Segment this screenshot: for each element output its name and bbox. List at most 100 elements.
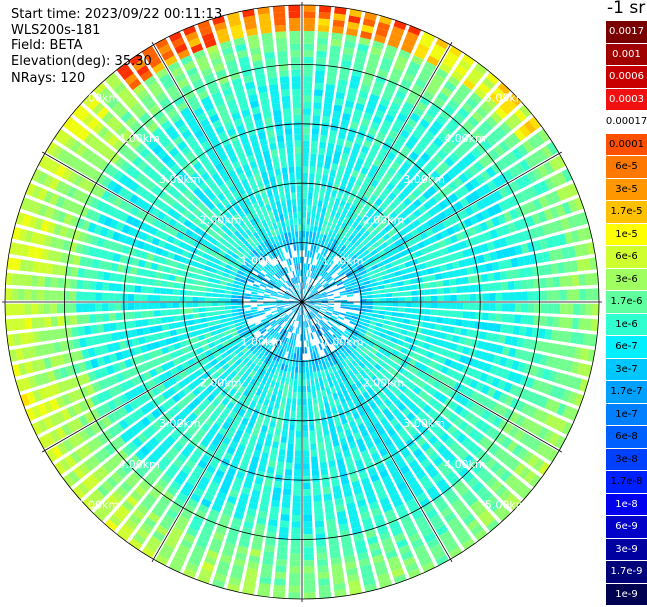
range-gate-cell bbox=[358, 187, 366, 196]
range-gate-cell bbox=[225, 286, 233, 291]
range-gate-cell bbox=[179, 173, 189, 183]
range-gate-cell bbox=[359, 377, 367, 386]
range-gate-cell bbox=[312, 199, 318, 207]
range-gate-cell bbox=[213, 407, 222, 417]
range-gate-cell bbox=[222, 233, 230, 241]
range-gate-cell bbox=[439, 109, 452, 121]
range-gate-cell bbox=[270, 380, 276, 388]
range-gate-cell bbox=[342, 173, 350, 182]
range-gate-cell bbox=[199, 257, 208, 265]
range-gate-cell bbox=[125, 379, 135, 389]
range-gate-cell bbox=[353, 432, 362, 441]
range-gate-cell bbox=[243, 296, 251, 299]
range-gate-cell bbox=[532, 408, 544, 421]
range-gate-cell bbox=[328, 260, 335, 267]
range-gate-cell bbox=[210, 238, 219, 246]
range-gate-cell bbox=[152, 218, 162, 228]
range-gate-cell bbox=[289, 559, 301, 567]
range-gate-cell bbox=[410, 314, 418, 320]
range-gate-cell bbox=[174, 275, 182, 283]
range-gate-cell bbox=[411, 54, 424, 66]
range-gate-cell bbox=[425, 228, 434, 237]
range-gate-cell bbox=[294, 277, 297, 284]
range-gate-cell bbox=[442, 535, 456, 548]
range-gate-cell bbox=[199, 118, 211, 129]
range-gate-cell bbox=[314, 416, 321, 424]
range-gate-cell bbox=[448, 318, 457, 326]
range-gate-cell bbox=[424, 289, 431, 295]
range-gate-cell bbox=[401, 324, 410, 330]
range-gate-cell bbox=[125, 215, 135, 225]
range-gate-cell bbox=[133, 346, 143, 355]
range-gate-cell bbox=[494, 106, 508, 120]
range-gate-cell bbox=[72, 417, 84, 430]
range-gate-cell bbox=[480, 351, 489, 361]
range-gate-cell bbox=[87, 222, 97, 233]
range-gate-cell bbox=[431, 370, 440, 379]
range-gate-cell bbox=[113, 422, 124, 434]
range-gate-cell bbox=[303, 95, 312, 103]
range-gate-cell bbox=[345, 561, 357, 570]
range-gate-cell bbox=[313, 102, 322, 110]
range-gate-cell bbox=[49, 193, 60, 206]
range-gate-cell bbox=[492, 239, 502, 250]
range-gate-cell bbox=[428, 158, 439, 169]
range-gate-cell bbox=[202, 398, 211, 407]
range-gate-cell bbox=[259, 336, 266, 343]
range-gate-cell bbox=[239, 157, 248, 166]
range-gate-cell bbox=[366, 59, 379, 69]
range-gate-cell bbox=[334, 363, 341, 371]
range-gate-cell bbox=[245, 567, 258, 576]
range-gate-cell bbox=[119, 340, 128, 350]
range-gate-cell bbox=[119, 212, 129, 223]
range-gate-cell bbox=[275, 174, 283, 182]
range-gate-cell bbox=[290, 352, 294, 360]
range-gate-cell bbox=[202, 270, 210, 277]
range-gate-cell bbox=[418, 334, 427, 342]
range-gate-cell bbox=[387, 107, 398, 118]
range-gate-cell bbox=[414, 234, 423, 243]
range-gate-cell bbox=[100, 344, 109, 355]
range-gate-cell bbox=[308, 300, 315, 302]
range-gate-cell bbox=[332, 156, 340, 165]
range-gate-cell bbox=[245, 221, 253, 229]
range-gate-cell bbox=[142, 269, 151, 277]
range-gate-cell bbox=[397, 166, 407, 176]
range-gate-cell bbox=[144, 493, 157, 505]
range-gate-cell bbox=[306, 306, 311, 312]
range-gate-cell bbox=[351, 375, 359, 383]
range-gate-cell bbox=[191, 336, 200, 343]
range-gate-cell bbox=[520, 203, 531, 216]
range-gate-cell bbox=[327, 277, 334, 283]
range-gate-cell bbox=[235, 90, 246, 99]
range-gate-cell bbox=[509, 478, 522, 491]
range-gate-cell bbox=[162, 490, 175, 502]
range-gate-cell bbox=[391, 567, 405, 578]
range-gate-cell bbox=[306, 313, 310, 321]
range-gate-cell bbox=[199, 412, 208, 422]
range-gate-cell bbox=[166, 84, 179, 96]
range-gate-cell bbox=[347, 252, 355, 259]
range-gate-cell bbox=[311, 205, 317, 213]
range-gate-cell bbox=[234, 347, 242, 355]
range-gate-cell bbox=[147, 278, 156, 286]
range-gate-cell bbox=[349, 391, 357, 400]
range-gate-cell bbox=[197, 428, 207, 438]
range-gate-cell bbox=[406, 266, 415, 273]
range-gate-cell bbox=[316, 267, 322, 274]
range-gate-cell bbox=[353, 307, 360, 311]
range-gate-cell bbox=[437, 211, 447, 221]
range-gate-cell bbox=[231, 112, 242, 121]
range-gate-cell bbox=[412, 376, 421, 385]
range-gate-cell bbox=[317, 370, 322, 378]
range-gate-cell bbox=[187, 475, 198, 486]
range-gate-cell bbox=[348, 440, 357, 450]
range-gate-cell bbox=[327, 394, 334, 402]
range-gate-cell bbox=[423, 430, 434, 441]
range-gate-cell bbox=[119, 254, 128, 264]
range-gate-cell bbox=[371, 333, 379, 340]
range-gate-cell bbox=[250, 242, 257, 249]
range-gate-cell bbox=[370, 431, 379, 440]
range-gate-cell bbox=[484, 494, 498, 508]
range-gate-cell bbox=[580, 243, 589, 256]
